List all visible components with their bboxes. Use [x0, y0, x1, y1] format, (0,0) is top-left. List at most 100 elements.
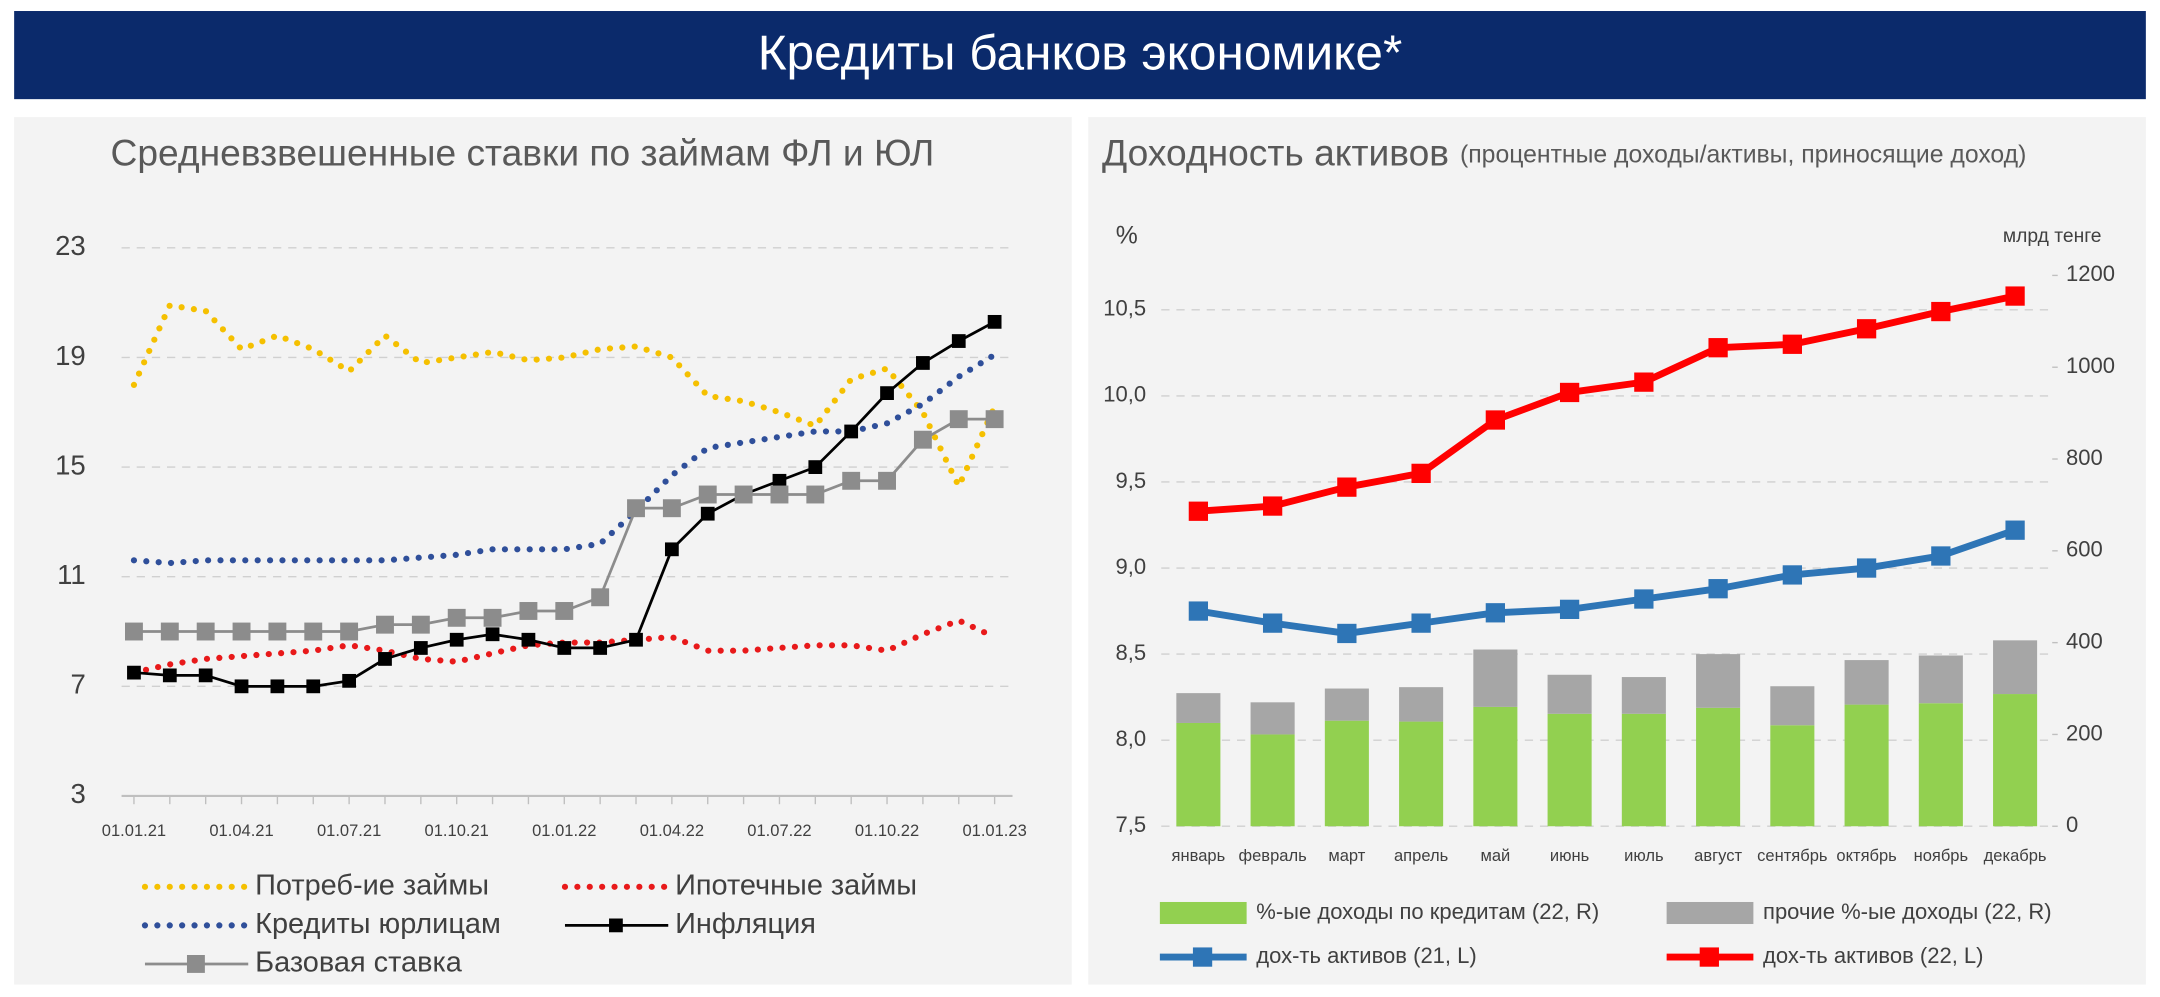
legend-label: прочие %-ые доходы (22, R) — [1763, 899, 2052, 924]
y2-tick-label: 400 — [2066, 628, 2103, 653]
y-tick-label: 3 — [70, 778, 85, 809]
y-tick-label: 10,5 — [1103, 296, 1146, 321]
marker — [1559, 599, 1580, 619]
marker — [1634, 589, 1654, 609]
bar-segment — [1918, 703, 1963, 827]
marker — [1188, 601, 1209, 621]
bar-segment — [1696, 654, 1741, 708]
bar-segment — [1993, 640, 2038, 695]
x-tick-label: март — [1328, 846, 1365, 865]
bar-segment — [1844, 660, 1889, 705]
bar-segment — [1473, 649, 1518, 707]
bar-segment — [1399, 721, 1444, 827]
marker — [196, 622, 215, 641]
bar-segment — [1324, 688, 1369, 721]
bar-segment — [1473, 706, 1518, 827]
x-tick-label: февраль — [1239, 846, 1307, 865]
marker — [234, 679, 249, 694]
marker — [985, 410, 1004, 429]
marker — [340, 622, 359, 641]
y2-tick-label: 200 — [2066, 720, 2103, 745]
y2-axis-label: млрд тенге — [2003, 226, 2102, 247]
marker — [162, 668, 177, 683]
header-title: Кредиты банков экономике* — [758, 25, 1403, 81]
marker — [232, 622, 251, 641]
marker — [593, 641, 608, 655]
marker — [483, 608, 502, 627]
marker — [1708, 338, 1728, 358]
series-line — [1198, 292, 2016, 515]
x-tick-label: ноябрь — [1914, 846, 1969, 865]
y-tick-label: 9,0 — [1115, 554, 1146, 579]
marker — [555, 602, 574, 620]
marker — [949, 410, 968, 429]
series-line — [1197, 526, 2017, 637]
marker — [447, 608, 466, 627]
legend-swatch — [1666, 901, 1754, 925]
legend-label: Инфляция — [675, 908, 816, 940]
x-tick-label: 01.04.21 — [209, 821, 273, 840]
bar-segment — [1621, 713, 1666, 827]
bar-segment — [1844, 704, 1889, 827]
y2-tick-label: 1000 — [2066, 353, 2115, 378]
marker — [913, 430, 932, 449]
x-tick-label: август — [1694, 846, 1742, 865]
y-tick-label: 7,5 — [1115, 812, 1146, 837]
x-tick-label: октябрь — [1836, 846, 1896, 865]
bar-segment — [1250, 702, 1295, 735]
marker — [916, 356, 930, 370]
marker — [772, 473, 787, 488]
marker — [521, 632, 536, 647]
marker — [1337, 623, 1357, 644]
bar-segment — [1770, 725, 1815, 827]
marker — [270, 679, 285, 694]
marker — [987, 314, 1002, 329]
marker — [664, 542, 679, 557]
marker — [449, 632, 464, 647]
x-tick-label: декабрь — [1984, 846, 2047, 865]
marker — [2005, 286, 2025, 306]
marker — [1559, 382, 1580, 403]
x-tick-label: 01.07.22 — [747, 821, 811, 840]
x-tick-label: 01.04.22 — [640, 821, 704, 840]
marker — [1782, 334, 1802, 354]
y2-tick-label: 1200 — [2066, 261, 2115, 286]
legend-label: Кредиты юрлицам — [255, 908, 501, 940]
y-tick-label: 7 — [70, 669, 85, 700]
legend-label: %-ые доходы по кредитам (22, R) — [1256, 899, 1599, 924]
marker — [700, 506, 715, 521]
marker — [591, 588, 610, 607]
marker — [1931, 546, 1951, 566]
x-tick-label: апрель — [1394, 846, 1448, 865]
marker — [1931, 301, 1951, 322]
marker — [878, 471, 896, 490]
marker — [376, 615, 394, 634]
legend-label: дох-ть активов (21, L) — [1256, 943, 1477, 968]
marker — [1262, 496, 1283, 516]
y-tick-label: 9,5 — [1115, 468, 1146, 493]
bar-segment — [1324, 720, 1369, 827]
bar-segment — [1547, 674, 1592, 714]
bar-segment — [1547, 713, 1592, 827]
marker — [198, 668, 213, 683]
legend-marker — [1192, 947, 1213, 967]
legend-marker — [186, 954, 205, 973]
marker — [306, 679, 321, 694]
chart-title-main: Доходность активов — [1102, 131, 1449, 173]
bar-segment — [1918, 655, 1963, 704]
marker — [268, 622, 287, 641]
x-tick-label: 01.10.21 — [425, 821, 489, 840]
marker — [629, 632, 643, 647]
marker — [734, 485, 753, 504]
marker — [342, 673, 357, 688]
marker — [1411, 613, 1431, 633]
marker — [662, 499, 681, 518]
chart-title: Доходность активов (процентные доходы/акт… — [1102, 131, 2026, 173]
marker — [1856, 558, 1877, 578]
bar-segment — [1770, 686, 1815, 726]
marker — [485, 627, 500, 642]
marker — [770, 485, 789, 504]
marker — [519, 602, 538, 620]
